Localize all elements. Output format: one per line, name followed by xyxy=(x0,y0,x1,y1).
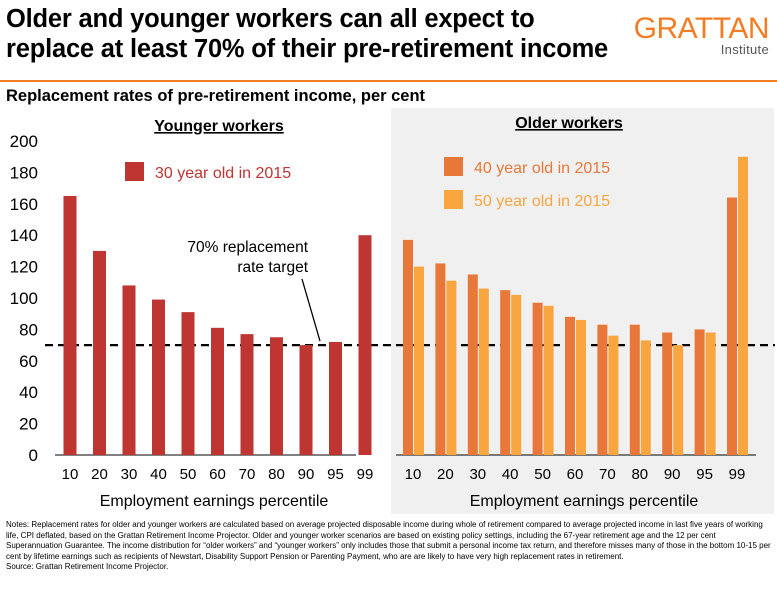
panel-title-older: Older workers xyxy=(515,115,623,132)
bar-older-40yo xyxy=(662,332,673,455)
bar-older-40yo xyxy=(694,329,705,455)
x-axis-title-younger: Employment earnings percentile xyxy=(100,493,329,510)
x-tick-label-older: 30 xyxy=(469,466,486,483)
x-tick-label-younger: 70 xyxy=(239,466,256,483)
legend-label-30yo: 30 year old in 2015 xyxy=(155,165,291,182)
bar-older-50yo xyxy=(511,294,522,455)
x-tick-label-younger: 20 xyxy=(91,466,108,483)
y-tick-label: 160 xyxy=(10,195,38,214)
panel-title-younger: Younger workers xyxy=(154,118,284,135)
bar-younger-30yo xyxy=(122,285,136,455)
bar-older-40yo xyxy=(500,290,511,455)
x-tick-label-older: 70 xyxy=(599,466,616,483)
bar-older-50yo xyxy=(738,156,748,455)
x-tick-label-younger: 30 xyxy=(121,466,138,483)
target-annotation-line-1: 70% replacement xyxy=(187,239,308,256)
bar-older-40yo xyxy=(435,263,446,455)
x-tick-label-younger: 40 xyxy=(150,466,167,483)
y-axis: 0 20 40 60 80 100 120 140 160 180 200 10 20 30 40 50 60 7… xyxy=(10,132,775,483)
bar-older-50yo xyxy=(414,266,424,455)
bar-younger-30yo xyxy=(211,327,224,455)
bar-younger-30yo xyxy=(299,345,313,455)
y-tick-label: 120 xyxy=(10,258,38,277)
notes-block: Notes: Replacement rates for older and y… xyxy=(6,520,772,573)
legend-swatch-30yo xyxy=(125,162,144,181)
bar-older-50yo xyxy=(543,305,554,455)
bars-layer xyxy=(63,156,748,455)
chart-title-line-1: Older and younger workers can all expect… xyxy=(6,5,535,33)
legend-swatch-50yo xyxy=(444,190,463,209)
y-tick-label: 0 xyxy=(29,446,38,465)
chart-title-line-2: replace at least 70% of their pre-retire… xyxy=(6,35,609,63)
y-tick-label: 80 xyxy=(19,320,38,339)
notes-text: Notes: Replacement rates for older and y… xyxy=(6,520,771,561)
chart-subtitle: Replacement rates of pre-retirement inco… xyxy=(6,87,426,105)
x-tick-label-younger: 99 xyxy=(357,466,374,483)
target-annotation-line-2: rate target xyxy=(237,259,308,276)
x-tick-label-younger: 10 xyxy=(62,466,79,483)
bar-older-40yo xyxy=(532,302,543,455)
y-tick-label: 200 xyxy=(10,132,38,151)
header-rule xyxy=(0,80,777,82)
legend-label-40yo: 40 year old in 2015 xyxy=(474,160,610,177)
bar-younger-30yo xyxy=(93,250,106,455)
y-tick-label: 60 xyxy=(19,352,38,371)
y-tick-label: 100 xyxy=(10,289,38,308)
x-tick-label-older: 10 xyxy=(405,466,422,483)
x-tick-label-younger: 60 xyxy=(209,466,226,483)
legend-label-50yo: 50 year old in 2015 xyxy=(474,193,610,210)
x-tick-label-younger: 90 xyxy=(298,466,315,483)
x-tick-label-older: 50 xyxy=(534,466,551,483)
x-tick-label-older: 95 xyxy=(696,466,713,483)
bar-older-40yo xyxy=(565,316,575,455)
legend-swatch-40yo xyxy=(444,157,463,176)
bar-older-50yo xyxy=(478,288,489,455)
x-tick-label-older: 99 xyxy=(729,466,746,483)
bar-younger-30yo xyxy=(63,195,77,455)
bar-younger-30yo xyxy=(240,334,254,455)
bar-younger-30yo xyxy=(270,337,283,455)
grattan-logo: GRATTAN Institute xyxy=(633,12,770,57)
bar-older-50yo xyxy=(673,345,684,455)
bar-older-40yo xyxy=(727,197,737,455)
bar-older-40yo xyxy=(597,324,608,455)
bar-older-40yo xyxy=(629,324,640,455)
x-tick-label-older: 60 xyxy=(567,466,584,483)
x-axis-title-older: Employment earnings percentile xyxy=(470,493,699,510)
bar-older-50yo xyxy=(446,280,457,455)
bar-younger-30yo xyxy=(181,312,195,455)
bar-older-50yo xyxy=(608,335,619,455)
bar-older-40yo xyxy=(467,274,478,455)
x-tick-label-younger: 95 xyxy=(327,466,344,483)
bar-chart: 0 20 40 60 80 100 120 140 160 180 200 10 20 30 40 50 60 7… xyxy=(9,108,775,514)
x-tick-label-older: 40 xyxy=(502,466,519,483)
bar-older-50yo xyxy=(640,340,651,455)
x-tick-label-older: 90 xyxy=(664,466,681,483)
source-text: Source: Grattan Retirement Income Projec… xyxy=(6,562,169,571)
x-tick-label-older: 80 xyxy=(631,466,648,483)
bar-older-40yo xyxy=(403,239,413,455)
bar-younger-30yo xyxy=(152,299,165,455)
chart-title: Older and younger workers can all expect… xyxy=(6,4,616,64)
y-tick-label: 140 xyxy=(10,226,38,245)
y-tick-label: 180 xyxy=(10,163,38,182)
bar-older-50yo xyxy=(705,332,716,455)
y-tick-label: 20 xyxy=(19,415,38,434)
x-tick-label-younger: 80 xyxy=(268,466,285,483)
bar-younger-30yo xyxy=(358,235,372,455)
logo-wordmark: GRATTAN xyxy=(633,12,770,45)
labels-layer: Younger workers Older workers Employment e… xyxy=(100,115,699,510)
y-tick-label: 40 xyxy=(19,383,38,402)
target-annotation-pointer xyxy=(301,278,321,342)
bar-younger-30yo xyxy=(329,341,342,455)
bar-older-50yo xyxy=(576,319,586,455)
logo-subtext: Institute xyxy=(720,42,769,57)
x-tick-label-older: 20 xyxy=(437,466,454,483)
x-tick-label-younger: 50 xyxy=(180,466,197,483)
